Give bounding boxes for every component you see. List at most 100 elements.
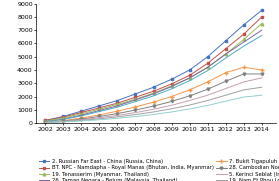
- 38. Kaziranga-Karampani (India): [170, 111, 173, 113]
- 26. Taman Negara - Belum (Malaysia, Thailand): [134, 99, 137, 101]
- BT. NPC - Namdapha - Royal Manas (Bhutan, India, Myanmar): [116, 102, 119, 104]
- 26. Taman Negara - Belum (Malaysia, Thailand): [116, 105, 119, 107]
- 26. Taman Negara - Belum (Malaysia, Thailand): [242, 41, 246, 43]
- 27. Southern Annamites (Cambodia, Laos, Vietnam): [188, 79, 191, 82]
- 28. Cambodian Northern Plains (Cambodia, Laos, Vietnam): [62, 120, 65, 122]
- 28. Cambodian Northern Plains (Cambodia, Laos, Vietnam): [116, 112, 119, 115]
- 27. Southern Annamites (Cambodia, Laos, Vietnam): [80, 115, 83, 117]
- 7. Bukit Tigapuluh Landscape (Indonesia): [206, 81, 209, 83]
- 28. Cambodian Northern Plains (Cambodia, Laos, Vietnam): [206, 88, 209, 90]
- 19. Tenasserim (Myanmar, Thailand): [242, 38, 246, 41]
- BT. NPC - Namdapha - Royal Manas (Bhutan, India, Myanmar): [134, 96, 137, 98]
- 2. Russian Far East - China (Russia, China): [116, 99, 119, 102]
- 28. Cambodian Northern Plains (Cambodia, Laos, Vietnam): [224, 80, 227, 82]
- 19. Tenasserim (Myanmar, Thailand): [152, 92, 155, 94]
- Line: 28. Cambodian Northern Plains (Cambodia, Laos, Vietnam): 28. Cambodian Northern Plains (Cambodia,…: [44, 73, 263, 124]
- 27. Southern Annamites (Cambodia, Laos, Vietnam): [152, 95, 155, 97]
- 19. Tenasserim (Myanmar, Thailand): [134, 98, 137, 100]
- 28. Cambodian Northern Plains (Cambodia, Laos, Vietnam): [134, 109, 137, 111]
- 19. Nam Et Phou Loey (Laos, Vietnam): [98, 118, 101, 120]
- 26. Taman Negara - Belum (Malaysia, Thailand): [206, 66, 209, 68]
- 27. Southern Annamites (Cambodia, Laos, Vietnam): [260, 34, 263, 37]
- 19. Tenasserim (Myanmar, Thailand): [116, 103, 119, 106]
- BT. NPC - Namdapha - Royal Manas (Bhutan, India, Myanmar): [170, 83, 173, 85]
- BT. NPC - Namdapha - Royal Manas (Bhutan, India, Myanmar): [44, 119, 47, 121]
- 28. Cambodian Northern Plains (Cambodia, Laos, Vietnam): [80, 118, 83, 120]
- 28. Cambodian Northern Plains (Cambodia, Laos, Vietnam): [44, 121, 47, 123]
- 19. Nam Et Phou Loey (Laos, Vietnam): [80, 119, 83, 121]
- 28. Cambodian Northern Plains (Cambodia, Laos, Vietnam): [152, 105, 155, 107]
- BT. NPC - Namdapha - Royal Manas (Bhutan, India, Myanmar): [188, 74, 191, 76]
- 38. Kaziranga-Karampani (India): [98, 119, 101, 121]
- 26. Taman Negara - Belum (Malaysia, Thailand): [188, 77, 191, 79]
- 19. Tenasserim (Myanmar, Thailand): [260, 22, 263, 25]
- 26. Taman Negara - Belum (Malaysia, Thailand): [44, 121, 47, 123]
- 19. Nam Et Phou Loey (Laos, Vietnam): [224, 94, 227, 96]
- 19. Tenasserim (Myanmar, Thailand): [62, 117, 65, 119]
- 5. Kerinci Seblat (Indonesia): [62, 120, 65, 122]
- 26. Taman Negara - Belum (Malaysia, Thailand): [62, 118, 65, 120]
- 7. Bukit Tigapuluh Landscape (Indonesia): [224, 71, 227, 74]
- 26. Taman Negara - Belum (Malaysia, Thailand): [80, 114, 83, 116]
- Line: 26. Taman Negara - Belum (Malaysia, Thailand): 26. Taman Negara - Belum (Malaysia, Thai…: [45, 30, 262, 122]
- 5. Kerinci Seblat (Indonesia): [152, 108, 155, 110]
- BT. NPC - Namdapha - Royal Manas (Bhutan, India, Myanmar): [206, 62, 209, 64]
- 38. Kaziranga-Karampani (India): [116, 117, 119, 119]
- 38. Kaziranga-Karampani (India): [134, 115, 137, 118]
- Line: 7. Bukit Tigapuluh Landscape (Indonesia): 7. Bukit Tigapuluh Landscape (Indonesia): [44, 66, 263, 124]
- 19. Tenasserim (Myanmar, Thailand): [170, 85, 173, 87]
- 28. Cambodian Northern Plains (Cambodia, Laos, Vietnam): [260, 73, 263, 75]
- BT. NPC - Namdapha - Royal Manas (Bhutan, India, Myanmar): [224, 48, 227, 50]
- 7. Bukit Tigapuluh Landscape (Indonesia): [62, 120, 65, 122]
- 26. Taman Negara - Belum (Malaysia, Thailand): [260, 29, 263, 31]
- 2. Russian Far East - China (Russia, China): [260, 9, 263, 11]
- 38. Kaziranga-Karampani (India): [206, 104, 209, 106]
- 26. Taman Negara - Belum (Malaysia, Thailand): [224, 53, 227, 55]
- 19. Nam Et Phou Loey (Laos, Vietnam): [206, 99, 209, 102]
- 28. Cambodian Northern Plains (Cambodia, Laos, Vietnam): [98, 115, 101, 117]
- Line: 38. Kaziranga-Karampani (India): 38. Kaziranga-Karampani (India): [45, 95, 262, 122]
- 7. Bukit Tigapuluh Landscape (Indonesia): [188, 89, 191, 91]
- 19. Nam Et Phou Loey (Laos, Vietnam): [152, 111, 155, 113]
- 27. Southern Annamites (Cambodia, Laos, Vietnam): [170, 88, 173, 90]
- Line: BT. NPC - Namdapha - Royal Manas (Bhutan, India, Myanmar): BT. NPC - Namdapha - Royal Manas (Bhutan…: [44, 16, 263, 122]
- 7. Bukit Tigapuluh Landscape (Indonesia): [134, 106, 137, 108]
- Line: 5. Kerinci Seblat (Indonesia): 5. Kerinci Seblat (Indonesia): [45, 78, 262, 122]
- 19. Nam Et Phou Loey (Laos, Vietnam): [62, 121, 65, 123]
- 19. Nam Et Phou Loey (Laos, Vietnam): [188, 104, 191, 106]
- 2. Russian Far East - China (Russia, China): [242, 24, 246, 26]
- 2. Russian Far East - China (Russia, China): [62, 115, 65, 117]
- 7. Bukit Tigapuluh Landscape (Indonesia): [242, 66, 246, 68]
- 19. Tenasserim (Myanmar, Thailand): [98, 108, 101, 110]
- 38. Kaziranga-Karampani (India): [44, 121, 47, 123]
- Line: 27. Southern Annamites (Cambodia, Laos, Vietnam): 27. Southern Annamites (Cambodia, Laos, …: [45, 35, 262, 122]
- 38. Kaziranga-Karampani (India): [188, 108, 191, 110]
- 2. Russian Far East - China (Russia, China): [170, 78, 173, 80]
- 27. Southern Annamites (Cambodia, Laos, Vietnam): [134, 100, 137, 103]
- 5. Kerinci Seblat (Indonesia): [44, 121, 47, 123]
- 2. Russian Far East - China (Russia, China): [188, 69, 191, 71]
- BT. NPC - Namdapha - Royal Manas (Bhutan, India, Myanmar): [62, 116, 65, 118]
- 2. Russian Far East - China (Russia, China): [134, 93, 137, 95]
- 38. Kaziranga-Karampani (India): [152, 113, 155, 115]
- 5. Kerinci Seblat (Indonesia): [80, 119, 83, 121]
- 27. Southern Annamites (Cambodia, Laos, Vietnam): [98, 110, 101, 113]
- Line: 2. Russian Far East - China (Russia, China): 2. Russian Far East - China (Russia, Chi…: [44, 9, 263, 122]
- 27. Southern Annamites (Cambodia, Laos, Vietnam): [62, 118, 65, 120]
- Line: 19. Nam Et Phou Loey (Laos, Vietnam): 19. Nam Et Phou Loey (Laos, Vietnam): [45, 87, 262, 122]
- 7. Bukit Tigapuluh Landscape (Indonesia): [44, 121, 47, 123]
- 19. Tenasserim (Myanmar, Thailand): [224, 53, 227, 55]
- 28. Cambodian Northern Plains (Cambodia, Laos, Vietnam): [170, 100, 173, 102]
- BT. NPC - Namdapha - Royal Manas (Bhutan, India, Myanmar): [152, 90, 155, 92]
- 27. Southern Annamites (Cambodia, Laos, Vietnam): [242, 45, 246, 47]
- 7. Bukit Tigapuluh Landscape (Indonesia): [116, 110, 119, 112]
- 19. Nam Et Phou Loey (Laos, Vietnam): [116, 116, 119, 118]
- Legend: 2. Russian Far East - China (Russia, China), BT. NPC - Namdapha - Royal Manas (B: 2. Russian Far East - China (Russia, Chi…: [39, 159, 279, 181]
- 27. Southern Annamites (Cambodia, Laos, Vietnam): [116, 106, 119, 108]
- 7. Bukit Tigapuluh Landscape (Indonesia): [170, 95, 173, 98]
- 5. Kerinci Seblat (Indonesia): [116, 114, 119, 116]
- 5. Kerinci Seblat (Indonesia): [188, 99, 191, 102]
- 5. Kerinci Seblat (Indonesia): [98, 117, 101, 119]
- 5. Kerinci Seblat (Indonesia): [134, 111, 137, 114]
- 28. Cambodian Northern Plains (Cambodia, Laos, Vietnam): [242, 73, 246, 75]
